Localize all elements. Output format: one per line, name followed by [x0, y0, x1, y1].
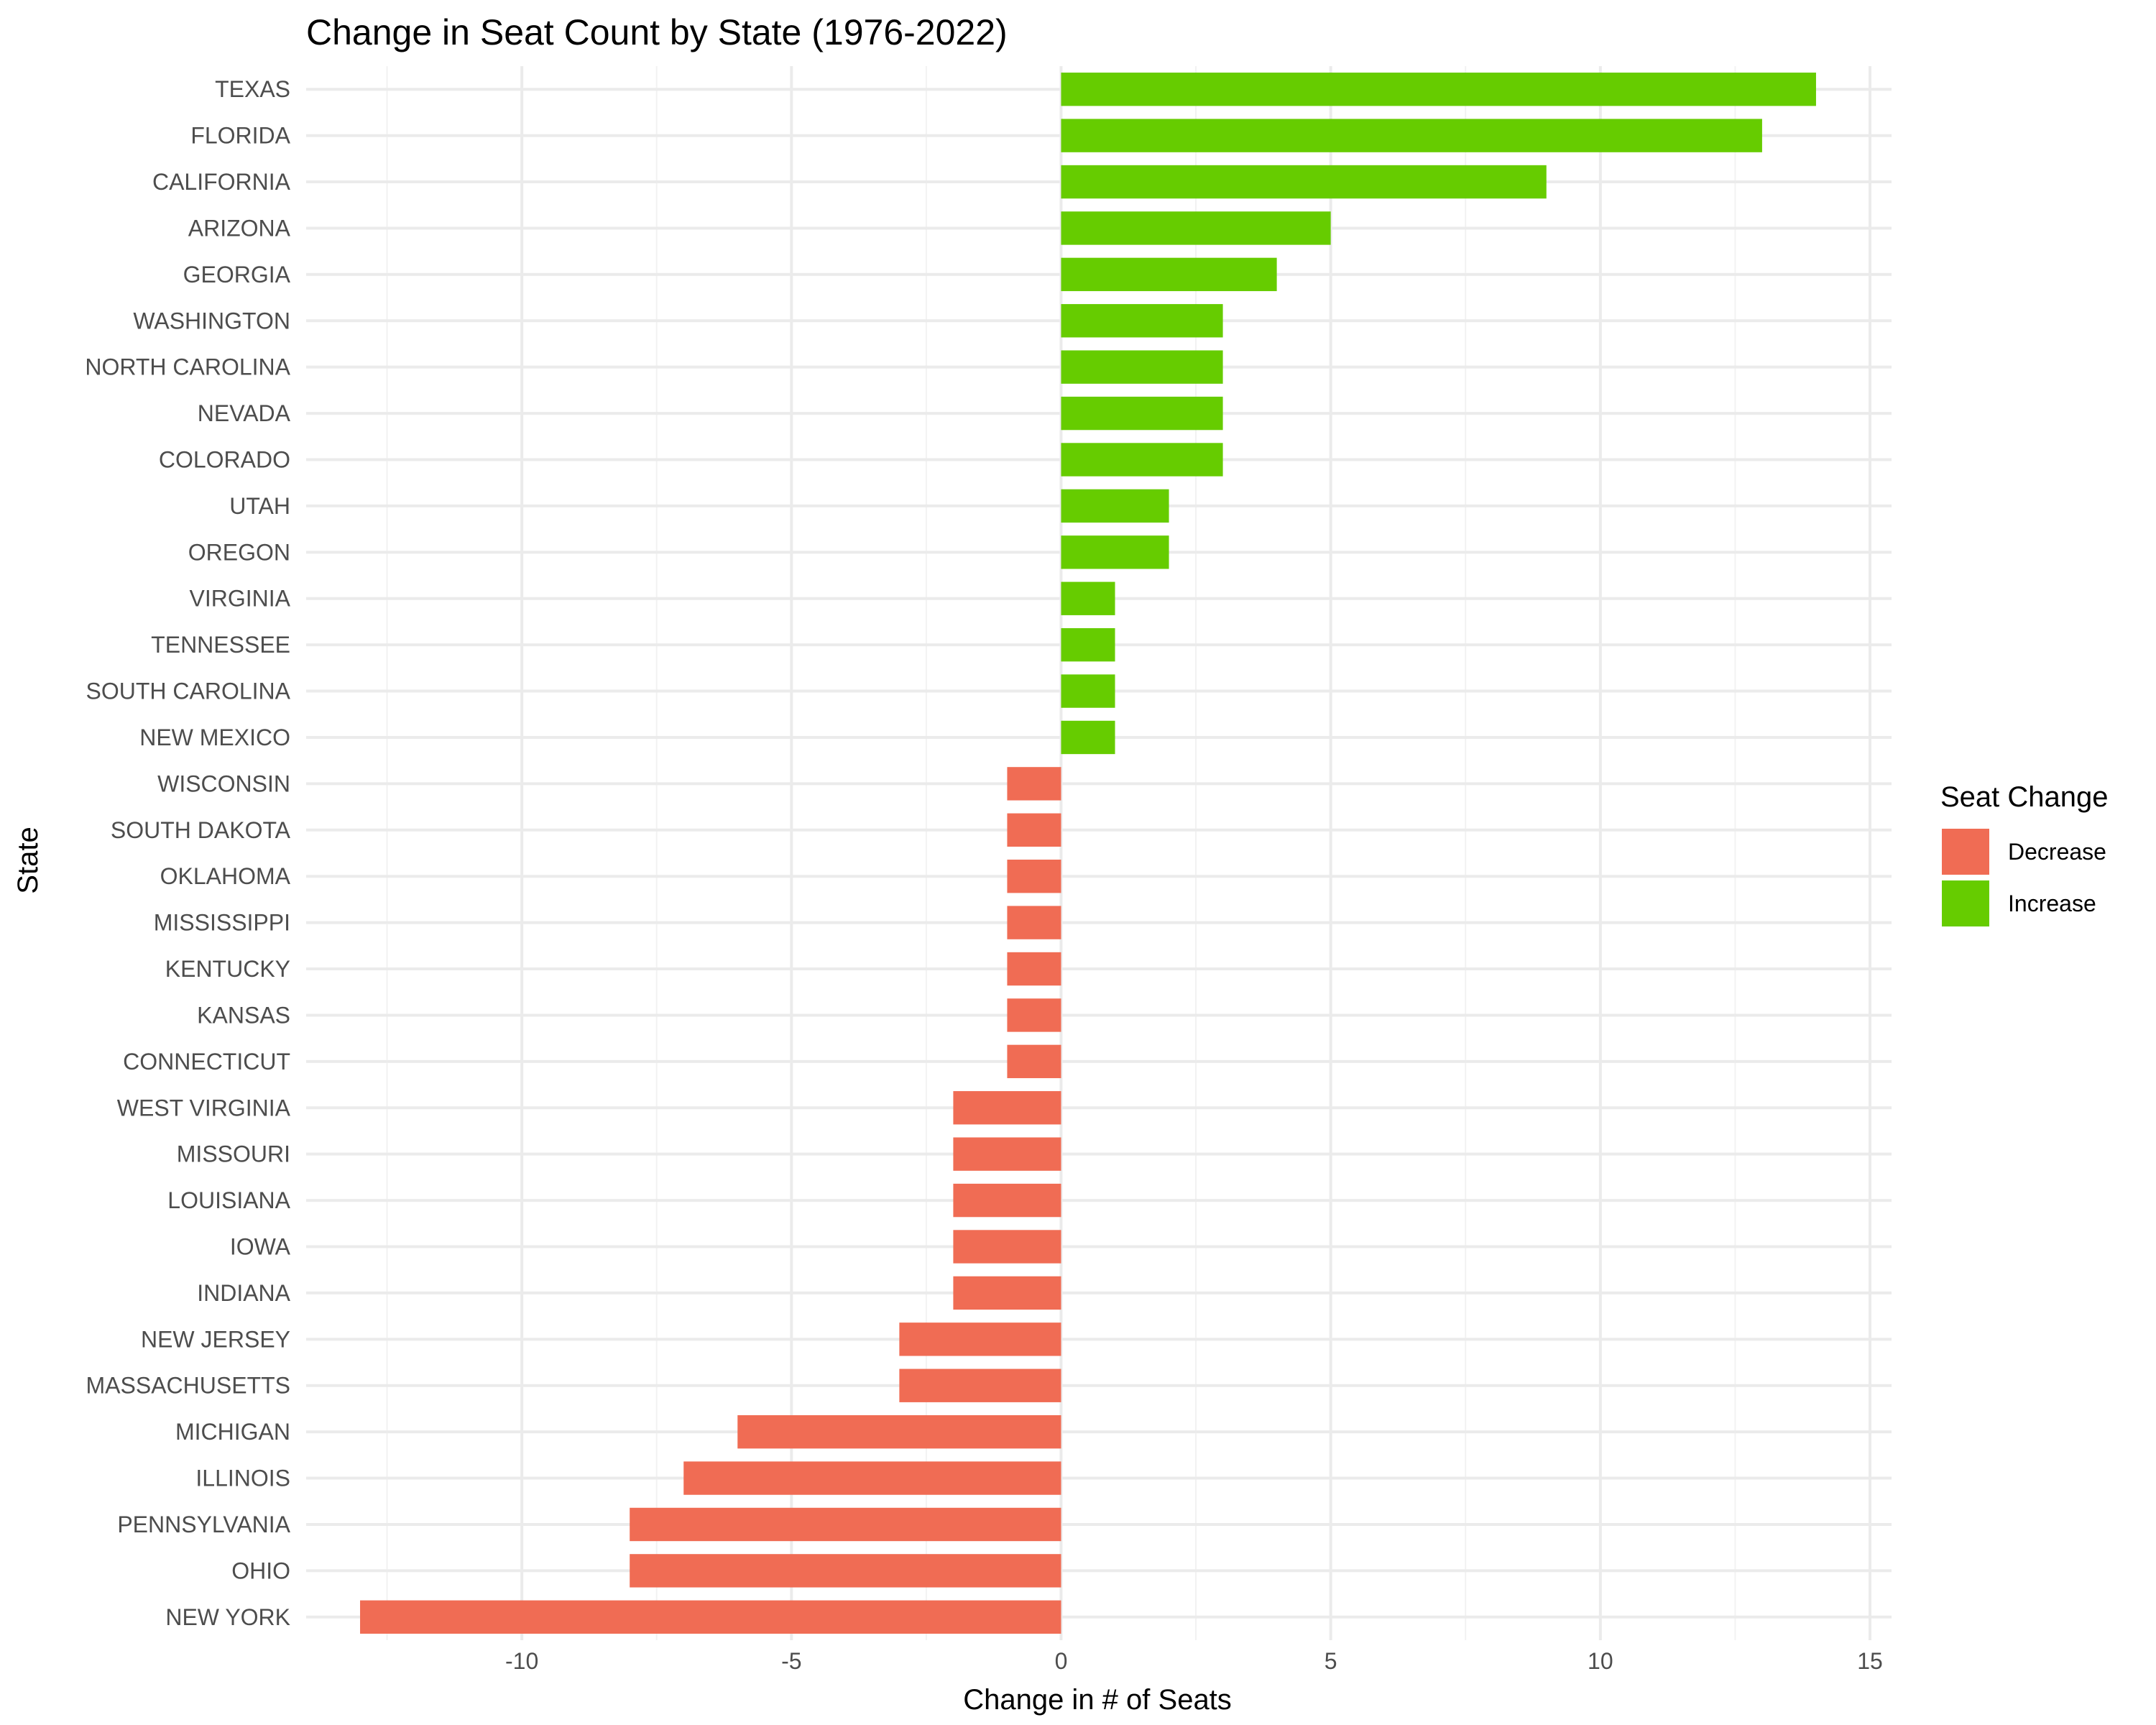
x-tick-label-0: 0	[1055, 1648, 1068, 1674]
y-tick-label-utah: UTAH	[229, 493, 290, 519]
y-axis-title: State	[12, 827, 44, 893]
y-tick-label-kansas: KANSAS	[197, 1002, 290, 1028]
x-tick-label-10: 10	[1588, 1648, 1613, 1674]
bar-california	[1061, 165, 1547, 199]
x-tick-label-5: -5	[781, 1648, 801, 1674]
bar-pennsylvania	[630, 1507, 1061, 1542]
y-tick-label-south-dakota: SOUTH DAKOTA	[111, 817, 291, 843]
y-tick-label-ohio: OHIO	[231, 1558, 290, 1583]
bar-georgia	[1061, 257, 1277, 292]
y-tick-label-new-mexico: NEW MEXICO	[139, 724, 290, 750]
bar-new-york	[360, 1600, 1061, 1634]
y-tick-label-mississippi: MISSISSIPPI	[154, 910, 290, 936]
bar-wisconsin	[1007, 767, 1061, 801]
x-axis-tick-labels: -10 -5 0 5 10 15	[505, 1648, 1883, 1674]
bar-virginia	[1061, 581, 1115, 615]
y-tick-label-pennsylvania: PENNSYLVANIA	[117, 1512, 290, 1537]
y-tick-label-florida: FLORIDA	[190, 123, 290, 149]
bar-arizona	[1061, 211, 1331, 245]
bar-texas	[1061, 73, 1816, 106]
x-axis-title: Change in # of Seats	[963, 1684, 1232, 1716]
y-tick-label-kentucky: KENTUCKY	[165, 956, 290, 982]
bar-louisiana	[953, 1183, 1061, 1218]
y-tick-label-north-carolina: NORTH CAROLINA	[85, 354, 290, 380]
y-tick-label-oregon: OREGON	[188, 539, 290, 565]
y-tick-label-tennessee: TENNESSEE	[151, 632, 290, 658]
y-tick-label-texas: TEXAS	[215, 76, 290, 102]
y-tick-label-new-jersey: NEW JERSEY	[141, 1326, 290, 1352]
bar-west-virginia	[953, 1091, 1061, 1125]
grid	[306, 66, 1892, 1640]
bar-michigan	[737, 1414, 1061, 1449]
y-tick-label-colorado: COLORADO	[159, 447, 290, 473]
x-tick-label-5: 5	[1325, 1648, 1337, 1674]
bar-illinois	[683, 1461, 1061, 1495]
bar-missouri	[953, 1137, 1061, 1171]
bar-south-dakota	[1007, 813, 1061, 847]
bar-new-jersey	[899, 1322, 1061, 1356]
y-tick-label-west-virginia: WEST VIRGINIA	[117, 1095, 291, 1121]
bar-oklahoma	[1007, 860, 1061, 893]
bars	[360, 73, 1816, 1634]
bar-massachusetts	[899, 1368, 1061, 1402]
bar-kansas	[1007, 998, 1061, 1032]
y-tick-label-iowa: IOWA	[230, 1234, 291, 1260]
bar-kentucky	[1007, 952, 1061, 986]
y-tick-label-new-york: NEW YORK	[165, 1604, 290, 1630]
legend-label-increase: Increase	[2008, 891, 2096, 916]
bar-tennessee	[1061, 627, 1115, 662]
bar-south-carolina	[1061, 674, 1115, 708]
y-tick-label-massachusetts: MASSACHUSETTS	[86, 1373, 290, 1399]
y-tick-label-arizona: ARIZONA	[188, 215, 291, 241]
bar-nevada	[1061, 396, 1223, 431]
y-tick-label-georgia: GEORGIA	[183, 262, 291, 288]
bar-ohio	[630, 1554, 1061, 1588]
y-tick-label-illinois: ILLINOIS	[195, 1466, 290, 1491]
y-tick-label-louisiana: LOUISIANA	[167, 1187, 290, 1213]
y-tick-label-connecticut: CONNECTICUT	[123, 1049, 290, 1075]
y-tick-label-oklahoma: OKLAHOMA	[160, 863, 291, 889]
y-tick-label-michigan: MICHIGAN	[175, 1419, 290, 1445]
y-tick-label-california: CALIFORNIA	[152, 169, 291, 195]
legend-swatch-decrease	[1942, 829, 1989, 875]
bar-utah	[1061, 489, 1169, 523]
y-tick-label-virginia: VIRGINIA	[190, 586, 291, 612]
y-tick-label-washington: WASHINGTON	[133, 308, 290, 334]
y-tick-label-nevada: NEVADA	[198, 400, 291, 426]
legend: Seat Change Decrease Increase	[1940, 781, 2109, 926]
y-tick-label-south-carolina: SOUTH CAROLINA	[86, 678, 291, 704]
bar-connecticut	[1007, 1044, 1061, 1079]
y-tick-label-wisconsin: WISCONSIN	[157, 770, 290, 796]
bar-iowa	[953, 1230, 1061, 1264]
bar-indiana	[953, 1276, 1061, 1310]
y-axis-tick-labels: TEXAS FLORIDA CALIFORNIA ARIZONA GEORGIA WASH…	[85, 76, 290, 1630]
bar-florida	[1061, 119, 1762, 152]
bar-new-mexico	[1061, 720, 1115, 755]
y-tick-label-missouri: MISSOURI	[177, 1141, 290, 1167]
bar-washington	[1061, 304, 1223, 338]
chart-title: Change in Seat Count by State (1976-2022…	[306, 12, 1008, 52]
bar-colorado	[1061, 443, 1223, 477]
legend-swatch-increase	[1942, 880, 1989, 926]
legend-label-decrease: Decrease	[2008, 839, 2106, 865]
x-tick-label-15: 15	[1857, 1648, 1883, 1674]
bar-oregon	[1061, 535, 1169, 569]
x-tick-label-10: -10	[505, 1648, 538, 1674]
legend-title: Seat Change	[1940, 781, 2109, 813]
bar-north-carolina	[1061, 350, 1223, 384]
y-tick-label-indiana: INDIANA	[197, 1280, 290, 1306]
bar-mississippi	[1007, 906, 1061, 939]
